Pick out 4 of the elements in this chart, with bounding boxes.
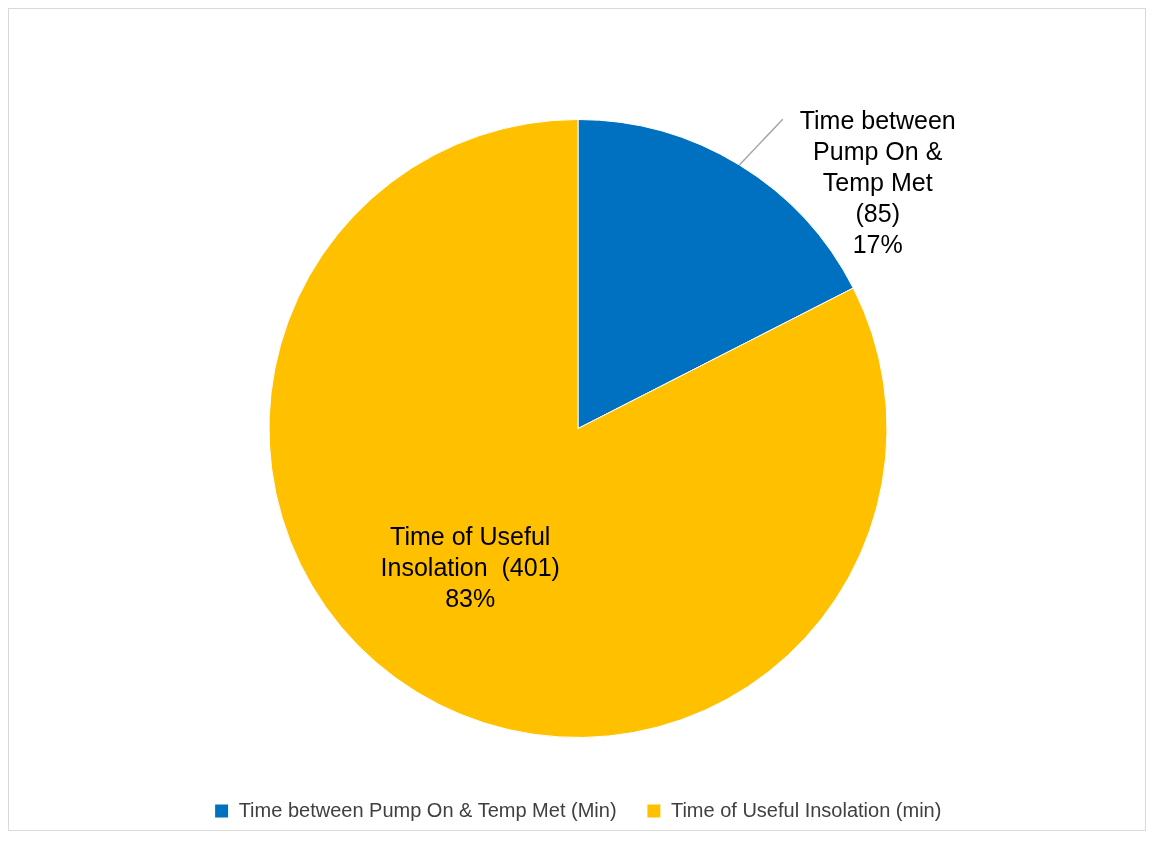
data-label: Time between Pump On & Temp Met (85) 17% — [799, 106, 956, 259]
legend-label: Time of Useful Insolation (min) — [670, 798, 942, 821]
legend-label: Time between Pump On & Temp Met (Min) — [238, 798, 617, 821]
data-label: Time of Useful Insolation (401) 83% — [380, 522, 560, 613]
